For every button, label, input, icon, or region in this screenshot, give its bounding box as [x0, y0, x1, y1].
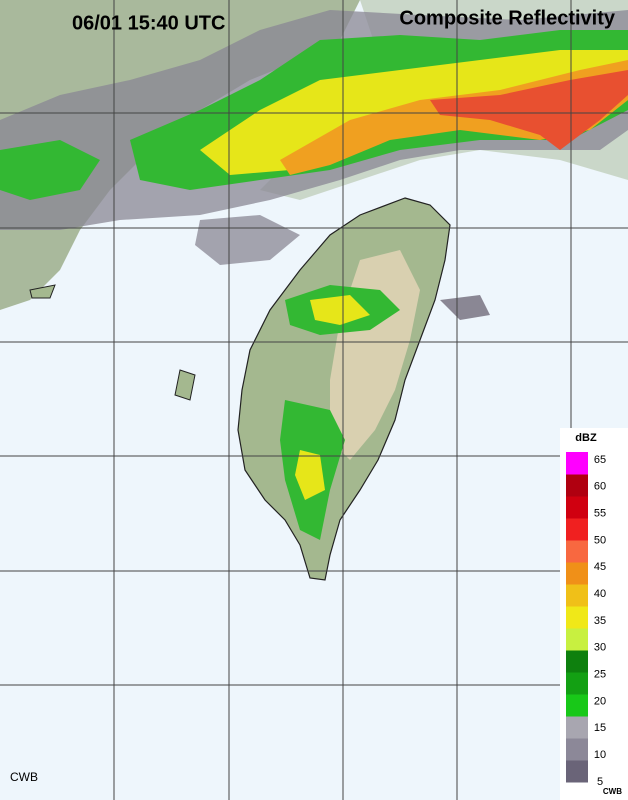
- island-echoes: [280, 285, 490, 540]
- legend-swatch: [566, 716, 588, 739]
- legend-tick-label: 35: [594, 615, 606, 627]
- legend-swatch: [566, 760, 588, 783]
- legend-swatch: [566, 562, 588, 585]
- legend-tick-label: 45: [594, 561, 606, 573]
- legend-swatch: [566, 628, 588, 651]
- legend-swatch: [566, 694, 588, 717]
- legend-tick-label: 50: [594, 534, 606, 546]
- legend-tick-label: 20: [594, 695, 606, 707]
- legend-tick-label: 55: [594, 508, 606, 520]
- radar-echoes: [0, 10, 628, 265]
- legend-tick-label: 60: [594, 481, 606, 493]
- penghu: [174, 369, 196, 401]
- legend-swatch: [566, 518, 588, 541]
- legend-tick-label: 10: [594, 749, 606, 761]
- legend-swatch: [566, 452, 588, 475]
- footer-credit: CWB: [10, 770, 38, 784]
- legend-swatch: [566, 496, 588, 519]
- legend-swatch: [566, 606, 588, 629]
- legend-swatch: [566, 738, 588, 761]
- color-legend: dBZ CWB 65 60 55 50 45 40 35 30 25 20 15 10 5: [560, 428, 628, 800]
- legend-tick-label: 30: [594, 642, 606, 654]
- legend-swatch: [566, 650, 588, 673]
- kinmen: [29, 284, 56, 299]
- legend-tick-label: 5: [597, 776, 603, 788]
- legend-unit: dBZ: [575, 432, 597, 444]
- timestamp: 06/01 15:40 UTC: [72, 12, 225, 34]
- legend-tick-label: 40: [594, 588, 606, 600]
- legend-swatch: [566, 672, 588, 695]
- legend-tick-label: 65: [594, 454, 606, 466]
- legend-credit: CWB: [603, 787, 622, 796]
- legend-tick-label: 15: [594, 722, 606, 734]
- legend-tick-label: 25: [594, 669, 606, 681]
- legend-swatch: [566, 584, 588, 607]
- legend-swatch: [566, 474, 588, 497]
- product-title: Composite Reflectivity: [399, 7, 615, 29]
- mainland: [0, 0, 360, 310]
- legend-swatch: [566, 540, 588, 563]
